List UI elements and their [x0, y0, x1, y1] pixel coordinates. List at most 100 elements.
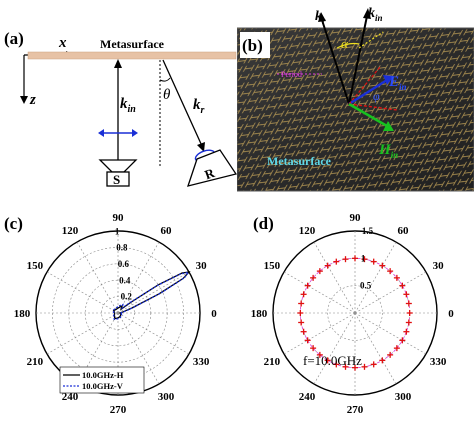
metasurface-label: Metasurface — [267, 154, 332, 168]
data-point — [352, 364, 358, 371]
data-point — [316, 268, 323, 275]
c-grid-spoke — [117, 312, 160, 385]
k-in-ray — [348, 15, 368, 105]
c-grid-spoke — [76, 241, 119, 314]
c-angle-label: 90 — [113, 212, 125, 224]
data-point — [333, 361, 340, 368]
d-grid-spoke — [354, 241, 397, 314]
c-grid-spoke — [117, 241, 160, 314]
data-point — [324, 357, 331, 364]
data-point — [379, 357, 386, 364]
phi-label: φ — [373, 89, 380, 103]
data-point — [387, 268, 394, 275]
data-point — [310, 274, 317, 281]
data-point — [300, 328, 307, 335]
source-label: S — [113, 172, 120, 187]
metasurface-label: Metasurface — [100, 37, 165, 51]
c-radial-label: 0.6 — [118, 259, 130, 269]
c-angle-label: 30 — [196, 260, 208, 272]
x-axis-label: x — [58, 35, 67, 51]
c-angle-label: 150 — [27, 260, 44, 272]
alpha-label: α — [341, 36, 349, 51]
theta-label: θ — [163, 87, 171, 103]
k-r-ray — [321, 19, 350, 105]
c-angle-label: 240 — [62, 391, 79, 403]
c-grid-spoke — [46, 271, 119, 314]
data-point — [361, 256, 368, 263]
d-grid-circle — [327, 285, 383, 341]
d-radial-label: 1.5 — [362, 226, 374, 236]
panel-d-label: (d) — [253, 214, 274, 233]
metasurface-slab — [27, 51, 237, 60]
e-in-label: Ein — [388, 74, 407, 92]
d-angle-label: 90 — [350, 212, 362, 224]
z-axis-label: z — [29, 92, 36, 108]
d-angle-label: 240 — [299, 391, 316, 403]
data-point — [298, 300, 305, 307]
c-grid-spoke — [46, 312, 119, 355]
c-angle-label: 180 — [14, 308, 31, 320]
data-point — [310, 345, 317, 352]
data-point — [379, 262, 386, 269]
data-point — [406, 310, 413, 316]
legend-box — [59, 366, 145, 394]
data-point — [399, 337, 406, 344]
data-point — [405, 300, 412, 307]
d-grid-spoke — [283, 271, 356, 314]
legend-label-h: 10.0GHz-H — [82, 370, 124, 380]
data-point — [342, 363, 349, 370]
data-point — [352, 255, 358, 262]
d-angle-label: 180 — [251, 308, 268, 320]
panel-c-label: (c) — [4, 214, 23, 233]
h-in-label: Hin — [378, 142, 398, 160]
panel-b-label: (b) — [242, 36, 263, 55]
data-point — [300, 291, 307, 298]
panel-a: (a) x z Metasurface kin S θ kr R — [4, 29, 237, 187]
data-point — [324, 262, 331, 269]
panel-c-polar-chart: (c) 0 30 60 90 120 150 180 210 240 270 300 330 0.2 0.… — [4, 212, 217, 416]
panel-b: (b) Period kr kin α Ein φ Hin Metasurfac… — [237, 6, 474, 192]
k-in-label: kin — [120, 96, 136, 115]
data-point — [333, 258, 340, 265]
data-point — [387, 351, 394, 358]
d-radial-label: 0.5 — [360, 281, 372, 291]
c-angle-label: 120 — [62, 225, 79, 237]
panel-b-label-box — [240, 32, 270, 58]
d-grid-spoke — [354, 271, 427, 314]
d-angle-label: 120 — [299, 225, 316, 237]
d-angle-label: 0 — [448, 308, 454, 320]
h-field-arrow — [348, 102, 388, 128]
data-point — [361, 363, 368, 370]
data-point — [298, 319, 305, 326]
period-label: Period — [281, 70, 302, 79]
e-field-arrow — [348, 78, 388, 106]
d-angle-label: 300 — [395, 391, 412, 403]
data-point — [342, 256, 349, 263]
d-radial-label: 1 — [361, 253, 366, 263]
red-axis — [348, 103, 398, 111]
d-grid-spoke — [283, 312, 356, 355]
data-point — [399, 282, 406, 289]
data-point — [393, 274, 400, 281]
c-angle-label: 270 — [110, 404, 127, 416]
c-angle-label: 60 — [161, 225, 173, 237]
c-angle-label: 300 — [158, 391, 175, 403]
k-in-label: kin — [368, 6, 383, 23]
data-point — [297, 310, 304, 316]
data-point — [304, 282, 311, 289]
c-radial-label: 1 — [115, 226, 120, 236]
d-angle-label: 150 — [264, 260, 281, 272]
d-angle-label: 60 — [398, 225, 410, 237]
panel-d-polar-chart: (d) 0 30 60 90 120 150 180 210 240 270 300 330 0.5 1 1… — [251, 212, 455, 416]
reflected-ray — [162, 59, 203, 147]
c-angle-label: 210 — [27, 356, 44, 368]
data-point — [370, 361, 377, 368]
d-grid-spoke — [354, 312, 397, 385]
d-grid-spoke — [354, 312, 427, 355]
legend-label-v: 10.0GHz-V — [82, 381, 124, 391]
c-radial-label: 0.2 — [121, 292, 133, 302]
d-angle-label: 330 — [430, 356, 447, 368]
d-angle-label: 210 — [264, 356, 281, 368]
c-angle-label: 0 — [211, 308, 217, 320]
c-radial-label: 0.4 — [119, 275, 131, 285]
